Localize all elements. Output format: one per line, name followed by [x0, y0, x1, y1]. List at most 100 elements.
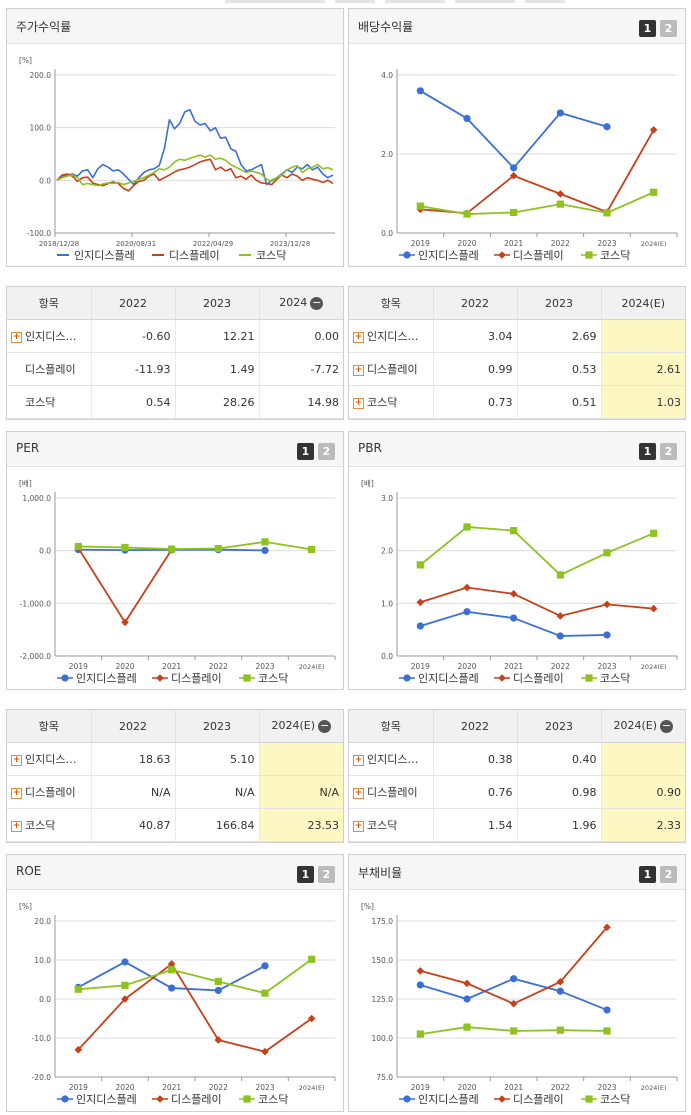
row-name: 코스닥: [367, 396, 398, 409]
series-line-3: [419, 526, 655, 576]
expand-plus-icon[interactable]: +: [11, 754, 22, 766]
series-point-1: [603, 123, 611, 131]
series-point-2: [509, 999, 518, 1008]
table-row: + 코스닥 0.73 0.51 1.03: [349, 385, 685, 419]
y-tick-label: 0.0: [39, 176, 51, 185]
series-point-1: [416, 622, 424, 630]
legend-label: 코스닥: [256, 249, 286, 262]
table-row: + 인지디스… 3.04 2.69: [349, 319, 685, 353]
table-cell: 0.73: [433, 385, 518, 419]
toggle-button-1[interactable]: 1: [297, 443, 314, 460]
legend-label: 인지디스플레: [74, 249, 135, 262]
toggle-button-1[interactable]: 1: [639, 443, 656, 460]
column-header-label: 2023: [203, 296, 231, 310]
series-point-1: [168, 984, 176, 992]
table-cell: -7.72: [259, 352, 343, 386]
column-header-label: 항목: [380, 297, 401, 310]
column-header-label: 2022: [119, 719, 147, 733]
column-header: 2023: [175, 710, 260, 743]
series-line-2: [420, 586, 654, 617]
expand-plus-icon[interactable]: +: [353, 820, 364, 832]
series-point-1: [603, 1006, 611, 1014]
series-point-1: [603, 631, 611, 639]
y-tick-label: 4.0: [381, 71, 393, 80]
toggle-button-2[interactable]: 2: [660, 443, 677, 460]
collapse-icon[interactable]: −: [318, 718, 332, 733]
x-tick-label: 2020: [115, 662, 134, 671]
series-point-1: [261, 962, 269, 970]
stock-return-chart: [%] 200.0 100.0 0.0 -100.0 2018/12/28 2020/08/…: [19, 56, 335, 262]
x-tick-label: 2023: [597, 239, 616, 248]
expand-plus-icon[interactable]: +: [11, 787, 22, 799]
y-tick-label: 1.0: [381, 599, 393, 608]
table-cell: 28.26: [175, 385, 260, 419]
y-tick-label: 2.0: [381, 547, 393, 556]
column-header-label: 2024: [279, 296, 308, 310]
toggle-button-2[interactable]: 2: [318, 443, 335, 460]
table-row: + 인지디스… 0.38 0.40: [349, 742, 685, 776]
series-point-3: [214, 977, 222, 986]
row-name-cell: +디스플레이: [349, 775, 434, 809]
row-name: 인지디스…: [25, 330, 77, 343]
legend-marker: [61, 1095, 69, 1103]
row-name: 디스플레이: [367, 786, 418, 799]
y-tick-label: -10.0: [32, 1034, 52, 1043]
expand-plus-icon[interactable]: +: [353, 331, 364, 343]
toggle-button-2[interactable]: 2: [318, 866, 335, 883]
table-cell: 2.69: [517, 319, 602, 353]
toggle-button-2[interactable]: 2: [660, 866, 677, 883]
series-point-2: [463, 979, 471, 988]
x-tick-label: 2020/08/31: [116, 240, 156, 248]
x-tick-label: 2019: [411, 239, 430, 248]
x-tick-label: 2019: [69, 662, 88, 671]
collapse-icon[interactable]: −: [310, 295, 324, 310]
legend-label: 디스플레이: [171, 1093, 222, 1106]
expand-plus-icon[interactable]: +: [11, 820, 22, 832]
toggle-button-1[interactable]: 1: [297, 866, 314, 883]
table-row: + 디스플레이 N/A N/A N/A: [7, 775, 343, 809]
y-tick-label: 200.0: [30, 71, 52, 80]
expand-plus-icon[interactable]: +: [353, 397, 364, 409]
toggle-button-1[interactable]: 1: [639, 866, 656, 883]
y-tick-label: 125.0: [372, 995, 394, 1004]
column-header: 항목: [7, 710, 92, 743]
legend-label: 인지디스플레: [418, 672, 479, 685]
table-cell: -11.93: [91, 352, 176, 386]
series-point-3: [168, 966, 176, 974]
series-line-2: [56, 158, 334, 192]
series-point-2: [649, 126, 658, 134]
legend-label: 디스플레이: [513, 249, 564, 262]
table-cell: 0.51: [517, 385, 602, 419]
panel-title: PBR: [358, 441, 382, 455]
top-strip: [0, 0, 691, 4]
y-tick-label: -1,000.0: [20, 599, 52, 608]
toggle-button-2[interactable]: 2: [660, 20, 677, 37]
expand-plus-icon[interactable]: +: [353, 787, 364, 799]
series-point-2: [463, 583, 471, 592]
expand-plus-icon[interactable]: +: [353, 754, 364, 766]
series-point-1: [416, 981, 424, 989]
legend-marker: [498, 674, 506, 682]
table-cell: 12.21: [175, 319, 260, 353]
x-tick-label: 2020: [457, 662, 476, 671]
toggle-button-1[interactable]: 1: [639, 20, 656, 37]
table-cell: [601, 742, 685, 776]
collapse-icon[interactable]: −: [660, 718, 674, 733]
table-cell: 1.54: [433, 808, 518, 842]
expand-plus-icon[interactable]: +: [353, 364, 364, 376]
row-name-cell: +디스플레이: [7, 352, 92, 386]
row-name: 코스닥: [25, 396, 56, 409]
row-name: 디스플레이: [25, 786, 76, 799]
series-point-3: [261, 989, 269, 997]
legend-marker: [585, 251, 593, 259]
legend-marker: [156, 674, 164, 682]
column-header-label: 2024(E): [621, 296, 666, 310]
x-tick-label: 2022: [551, 662, 570, 671]
row-name: 코스닥: [25, 819, 56, 832]
unit-label: [배]: [19, 479, 32, 488]
expand-plus-icon[interactable]: +: [11, 331, 22, 343]
row-name-cell: +디스플레이: [349, 352, 434, 386]
series-point-3: [556, 200, 564, 208]
